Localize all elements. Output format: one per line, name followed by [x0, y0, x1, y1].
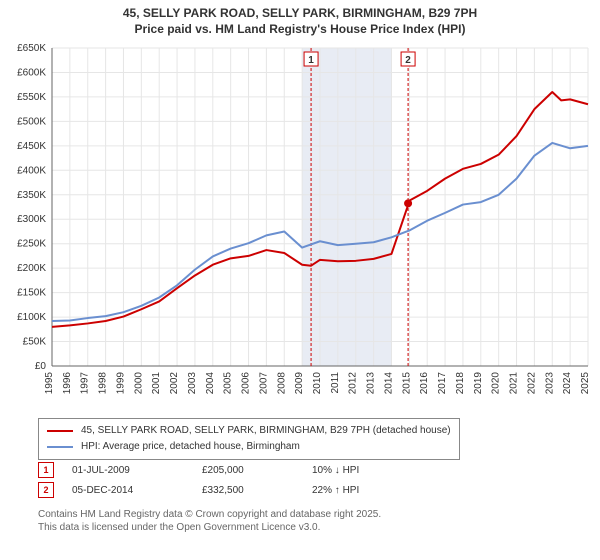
legend-swatch: [47, 430, 73, 432]
svg-text:2014: 2014: [383, 372, 394, 395]
svg-text:2002: 2002: [169, 372, 180, 395]
attribution-footer: Contains HM Land Registry data © Crown c…: [38, 508, 381, 534]
svg-text:1998: 1998: [98, 372, 109, 395]
svg-text:1996: 1996: [62, 372, 73, 395]
svg-text:2012: 2012: [348, 372, 359, 395]
marker-row: 1 01-JUL-2009£205,00010% ↓ HPI: [38, 460, 432, 480]
svg-text:2022: 2022: [526, 372, 537, 395]
marker-number-box: 2: [38, 482, 54, 498]
legend-swatch: [47, 446, 73, 448]
svg-text:2025: 2025: [580, 372, 591, 395]
svg-text:2018: 2018: [455, 372, 466, 395]
svg-text:2023: 2023: [544, 372, 555, 395]
legend: 45, SELLY PARK ROAD, SELLY PARK, BIRMING…: [38, 418, 460, 460]
svg-text:£550K: £550K: [17, 92, 46, 103]
svg-text:2021: 2021: [509, 372, 520, 395]
svg-text:£250K: £250K: [17, 239, 46, 250]
svg-text:£650K: £650K: [17, 43, 46, 54]
svg-text:2004: 2004: [205, 372, 216, 395]
svg-text:£400K: £400K: [17, 165, 46, 176]
marker-delta: 10% ↓ HPI: [312, 465, 432, 476]
legend-label: 45, SELLY PARK ROAD, SELLY PARK, BIRMING…: [81, 423, 451, 439]
svg-text:£600K: £600K: [17, 67, 46, 78]
svg-text:£50K: £50K: [23, 337, 47, 348]
svg-text:1997: 1997: [80, 372, 91, 395]
marker-number-box: 1: [38, 462, 54, 478]
marker-date: 01-JUL-2009: [72, 465, 202, 476]
svg-text:2001: 2001: [151, 372, 162, 395]
svg-text:1995: 1995: [44, 372, 55, 395]
legend-item: HPI: Average price, detached house, Birm…: [47, 439, 451, 455]
svg-text:£150K: £150K: [17, 288, 46, 299]
svg-text:£500K: £500K: [17, 116, 46, 127]
marker-price: £332,500: [202, 485, 312, 496]
svg-text:2005: 2005: [223, 372, 234, 395]
marker-table: 1 01-JUL-2009£205,00010% ↓ HPI 2 05-DEC-201…: [38, 460, 432, 500]
svg-text:2015: 2015: [401, 372, 412, 395]
svg-text:1999: 1999: [115, 372, 126, 395]
legend-label: HPI: Average price, detached house, Birm…: [81, 439, 300, 455]
svg-text:2006: 2006: [241, 372, 252, 395]
price-chart: £0 £50K £100K £150K £200K £250K £300K £350K £400…: [6, 42, 594, 412]
svg-text:2007: 2007: [258, 372, 269, 395]
svg-text:2024: 2024: [562, 372, 573, 395]
title-address: 45, SELLY PARK ROAD, SELLY PARK, BIRMING…: [0, 6, 600, 22]
svg-text:2009: 2009: [294, 372, 305, 395]
svg-text:£200K: £200K: [17, 263, 46, 274]
svg-text:2011: 2011: [330, 372, 341, 394]
svg-text:2020: 2020: [491, 372, 502, 395]
svg-text:£100K: £100K: [17, 312, 46, 323]
svg-text:2017: 2017: [437, 372, 448, 395]
title-subtitle: Price paid vs. HM Land Registry's House …: [0, 22, 600, 38]
legend-item: 45, SELLY PARK ROAD, SELLY PARK, BIRMING…: [47, 423, 451, 439]
svg-text:£0: £0: [35, 361, 47, 372]
svg-text:2013: 2013: [366, 372, 377, 395]
svg-text:2016: 2016: [419, 372, 430, 395]
svg-text:2019: 2019: [473, 372, 484, 395]
svg-text:2003: 2003: [187, 372, 198, 395]
svg-text:£350K: £350K: [17, 190, 46, 201]
svg-text:2: 2: [405, 55, 411, 66]
svg-text:£450K: £450K: [17, 141, 46, 152]
svg-text:2000: 2000: [133, 372, 144, 395]
marker-delta: 22% ↑ HPI: [312, 485, 432, 496]
marker-row: 2 05-DEC-2014£332,50022% ↑ HPI: [38, 480, 432, 500]
marker-price: £205,000: [202, 465, 312, 476]
svg-text:2010: 2010: [312, 372, 323, 395]
footer-line-1: Contains HM Land Registry data © Crown c…: [38, 508, 381, 521]
svg-text:2008: 2008: [276, 372, 287, 395]
svg-text:£300K: £300K: [17, 214, 46, 225]
marker-date: 05-DEC-2014: [72, 485, 202, 496]
footer-line-2: This data is licensed under the Open Gov…: [38, 521, 381, 534]
svg-text:1: 1: [308, 55, 314, 66]
